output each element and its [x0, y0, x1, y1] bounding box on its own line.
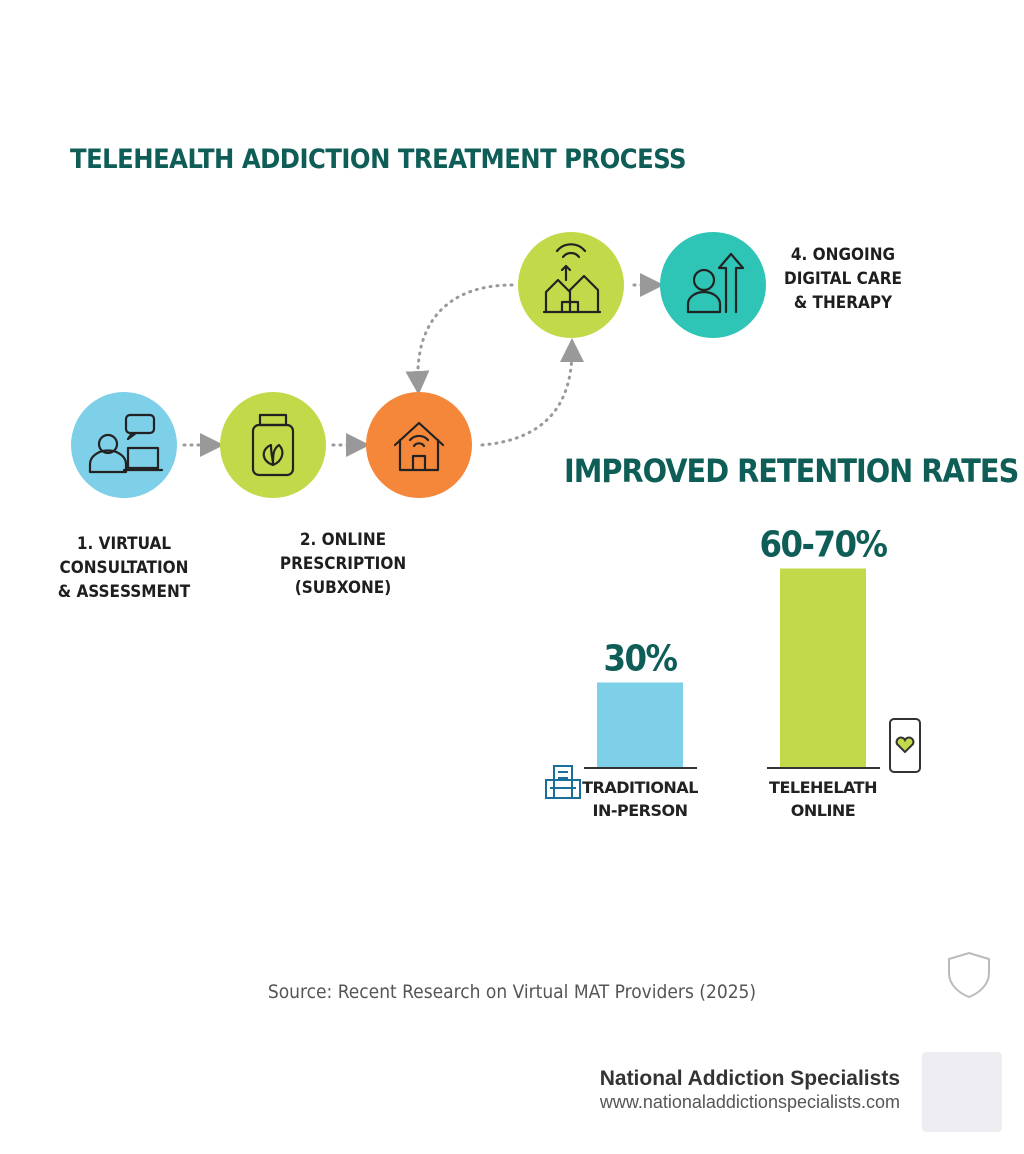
- shield-icon: [948, 951, 990, 999]
- step-label-line: PRESCRIPTION: [280, 554, 406, 574]
- phone-icon: [889, 718, 921, 773]
- step-label-line: 4. ONGOING: [791, 245, 895, 265]
- source: Source: Recent Research on Virtual MAT P…: [268, 981, 756, 1003]
- value-label: 60-70%: [759, 525, 887, 566]
- value-label: 30%: [603, 639, 677, 680]
- category-label-text: TRADITIONAL IN-PERSON: [582, 778, 698, 820]
- step-label-line: 2. ONLINE: [300, 530, 386, 550]
- building-icon: [545, 765, 581, 799]
- bar: [597, 682, 683, 768]
- chart-title: IMPROVED RETENTION RATES: [564, 452, 1018, 490]
- icon: [686, 252, 745, 314]
- step-label: 1. VIRTUAL CONSULTATION & ASSESSMENT 2. …: [58, 245, 902, 602]
- footer-url: www.nationaladdictionspecialists.com: [599, 1092, 900, 1112]
- connector: [480, 338, 584, 447]
- step-label-line: & ASSESSMENT: [58, 582, 191, 602]
- step-label-line: DIGITAL CARE: [784, 269, 902, 289]
- category-label-text: TELEHELATH ONLINE: [769, 778, 877, 820]
- step-circle: [366, 392, 472, 498]
- step-circle: [518, 232, 624, 338]
- step-label-line: CONSULTATION: [60, 558, 189, 578]
- step-label-line: (SUBXONE): [295, 578, 392, 598]
- connector: [405, 283, 514, 395]
- title: TELEHEALTH ADDICTION TREATMENT PROCESS: [70, 144, 686, 175]
- category-label: TRADITIONAL IN-PERSON: [582, 778, 698, 820]
- step-circle: [71, 392, 177, 498]
- footer-name: National Addiction Specialists: [600, 1067, 900, 1090]
- bar: [780, 568, 866, 768]
- icon: [251, 413, 295, 477]
- bar-chart: 30% TRADITIONAL IN-PERSON 60-70% TELEHELATH…: [582, 525, 889, 821]
- step-circle: [220, 392, 326, 498]
- icon: [542, 243, 602, 314]
- step-label-line: & THERAPY: [794, 293, 893, 313]
- icon: [88, 413, 164, 474]
- category-label: TELEHELATH ONLINE: [769, 778, 877, 820]
- icon: [393, 421, 445, 472]
- logo: [922, 1052, 1002, 1132]
- step-label-line: 1. VIRTUAL: [77, 534, 171, 554]
